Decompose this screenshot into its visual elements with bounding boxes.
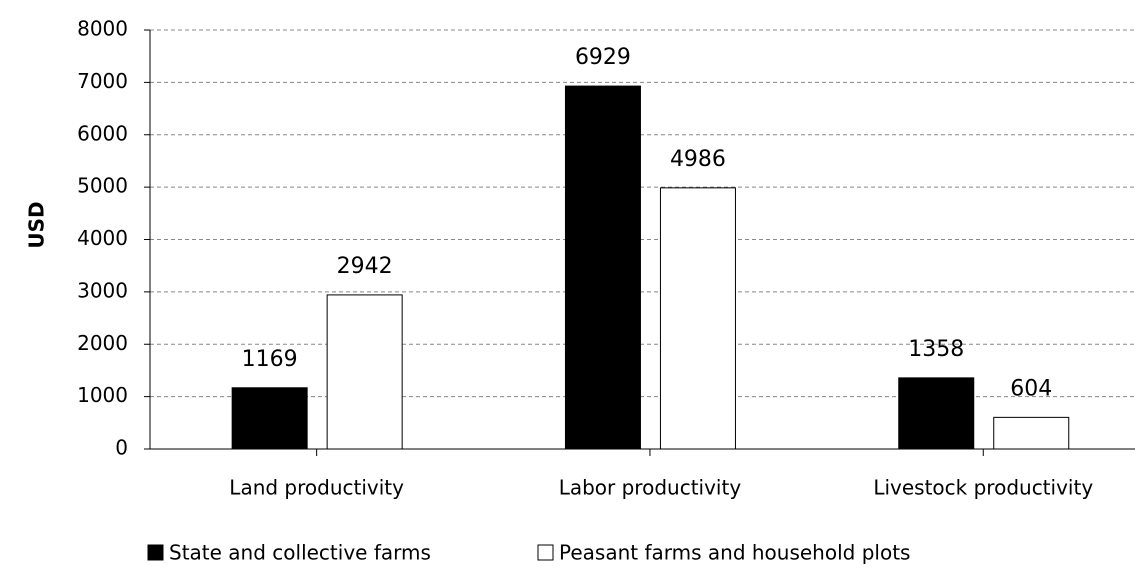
legend-swatch (147, 544, 164, 561)
bar (993, 416, 1070, 450)
y-tick-label: 0 (115, 436, 128, 460)
value-label: 1169 (242, 347, 298, 372)
value-label: 604 (1010, 376, 1052, 401)
y-axis-label: USD (25, 201, 49, 248)
bar (231, 387, 308, 450)
value-label: 6929 (575, 45, 631, 70)
value-label: 1358 (908, 337, 964, 362)
legend-label: State and collective farms (169, 541, 431, 565)
y-tick-label: 2000 (77, 331, 128, 355)
x-tick-label: Land productivity (229, 476, 404, 500)
y-tick-label: 5000 (77, 174, 128, 198)
bar (326, 294, 403, 450)
value-label: 4986 (670, 147, 726, 172)
y-tick-label: 8000 (77, 17, 128, 41)
legend-label: Peasant farms and household plots (559, 541, 910, 565)
bar (898, 377, 975, 450)
y-tick-label: 1000 (77, 383, 128, 407)
x-tick-label: Livestock productivity (873, 476, 1093, 500)
x-tick-label: Labor productivity (559, 476, 742, 500)
y-tick-label: 4000 (77, 226, 128, 250)
bar (659, 187, 736, 450)
y-tick-label: 7000 (77, 69, 128, 93)
bar (564, 85, 641, 450)
y-tick-label: 6000 (77, 121, 128, 145)
value-label: 2942 (337, 254, 393, 279)
y-tick-label: 3000 (77, 278, 128, 302)
legend-swatch (537, 544, 554, 561)
